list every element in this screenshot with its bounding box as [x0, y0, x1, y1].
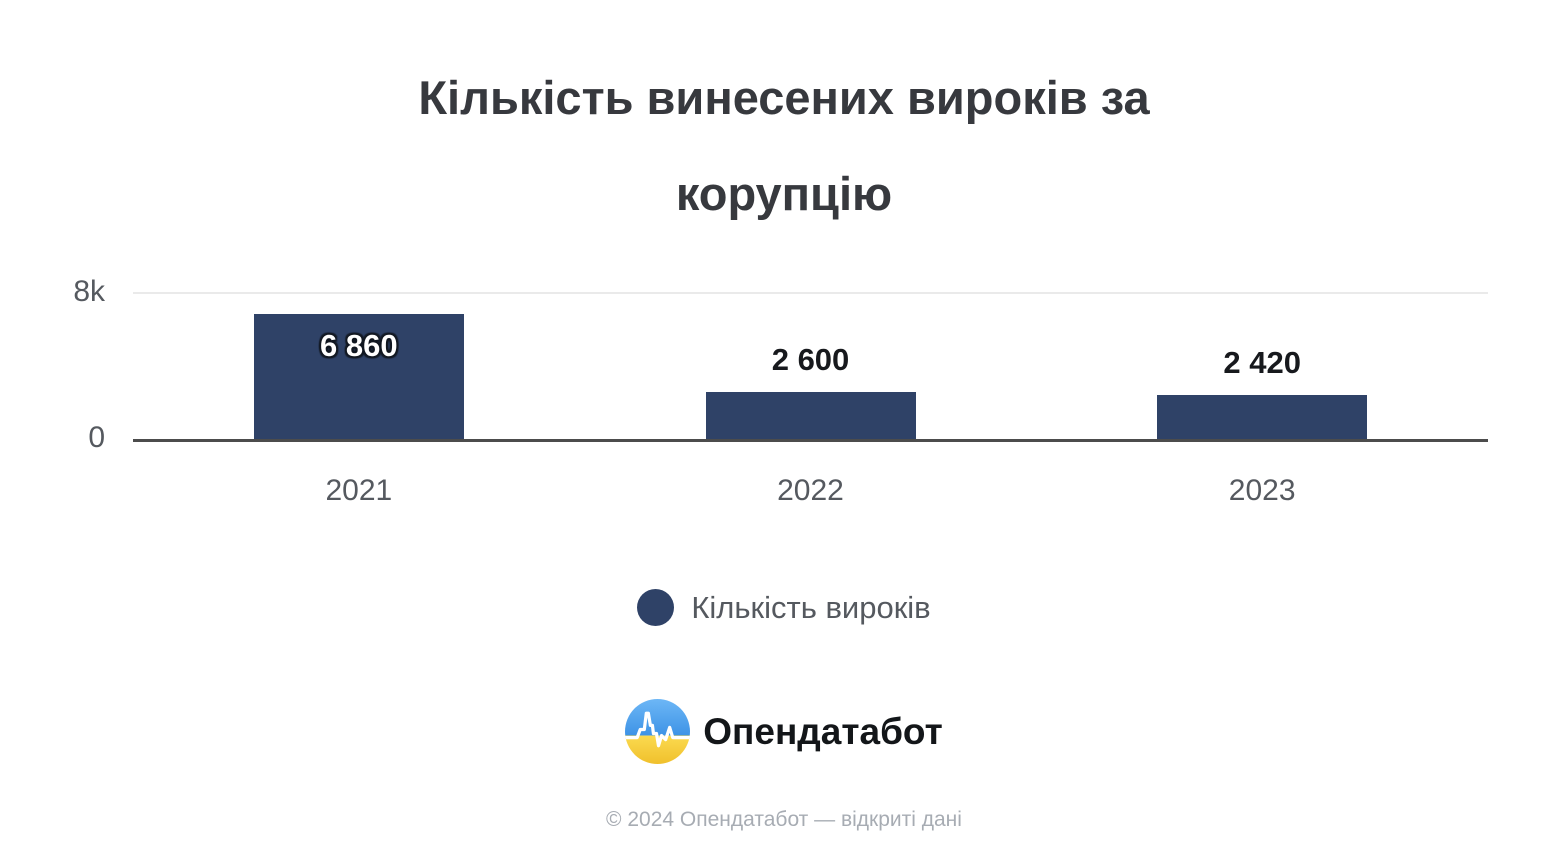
bar-slot-2022: 2 600: [585, 293, 1037, 439]
chart-title-line-1: Кількість винесених вироків за: [418, 71, 1150, 124]
copyright-footer: © 2024 Опендатабот — відкриті дані: [606, 808, 962, 831]
y-axis-tick-0: 0: [88, 421, 105, 454]
gridline-8k: [133, 292, 1488, 294]
opendatabot-branding[interactable]: Опендатабот: [0, 699, 1568, 764]
opendatabot-logo-icon: [625, 699, 691, 764]
x-axis-line: [133, 439, 1488, 442]
bar-value-label-2022: 2 600: [771, 341, 850, 377]
legend-label: Кількість вироків: [691, 589, 931, 625]
opendatabot-logo-text: Опендатабот: [703, 710, 943, 752]
bars: 6 860 2 600 2 420: [133, 293, 1488, 439]
plot-area: 8k 0 6 860 2 600 2 420: [73, 275, 1488, 454]
bar-2023[interactable]: 2 420: [1157, 345, 1368, 439]
x-axis-label-2023: 2023: [1228, 474, 1296, 507]
bar-slot-2021: 6 860: [133, 293, 585, 439]
bar-slot-2023: 2 420: [1036, 293, 1488, 439]
chart-title-line-2: корупцію: [675, 167, 893, 220]
x-axis-labels: 2021 2022 2023: [133, 474, 1488, 508]
y-axis-tick-8k: 8k: [73, 275, 105, 308]
legend-item[interactable]: Кількість вироків: [0, 589, 1568, 626]
x-axis-label-2022: 2022: [777, 474, 844, 507]
bar-2021[interactable]: 6 860: [253, 313, 464, 439]
x-axis-label-2021: 2021: [325, 474, 393, 507]
bar-2022[interactable]: 2 600: [705, 342, 916, 439]
bar-value-label-2021: 6 860: [320, 327, 398, 363]
legend-marker-icon: [637, 589, 675, 626]
bar-value-label-2023: 2 420: [1223, 344, 1301, 380]
chart-title: Кількість винесених вироків за корупцію: [0, 50, 1568, 242]
